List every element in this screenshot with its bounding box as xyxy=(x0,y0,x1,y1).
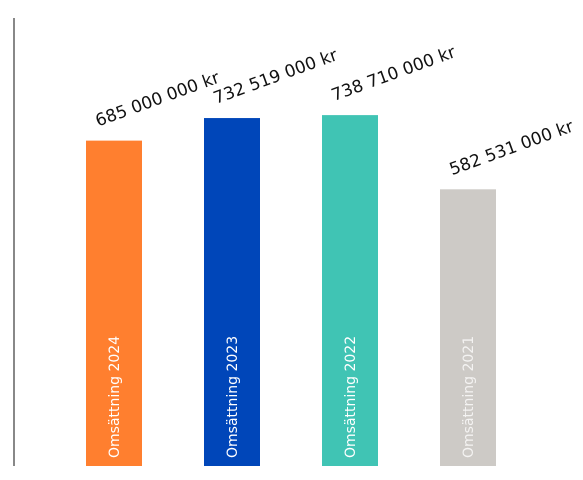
bar-value-label: 685 000 000 kr xyxy=(93,68,222,131)
bar-category-label: Omsättning 2021 xyxy=(461,336,477,458)
bar-category-label: Omsättning 2022 xyxy=(343,336,359,458)
bar-group: Omsättning 2024 685 000 000 kr Omsättning … xyxy=(86,42,576,467)
bar-4 xyxy=(440,189,496,466)
bar-value-label: 738 710 000 kr xyxy=(329,42,458,105)
bar-value-label: 582 531 000 kr xyxy=(447,117,576,180)
bar-2 xyxy=(204,118,260,467)
bar-category-label: Omsättning 2024 xyxy=(107,336,123,458)
bar-category-label: Omsättning 2023 xyxy=(225,336,241,458)
bar-3 xyxy=(322,115,378,467)
bar-value-label: 732 519 000 kr xyxy=(211,45,340,108)
bar-1 xyxy=(86,140,142,466)
